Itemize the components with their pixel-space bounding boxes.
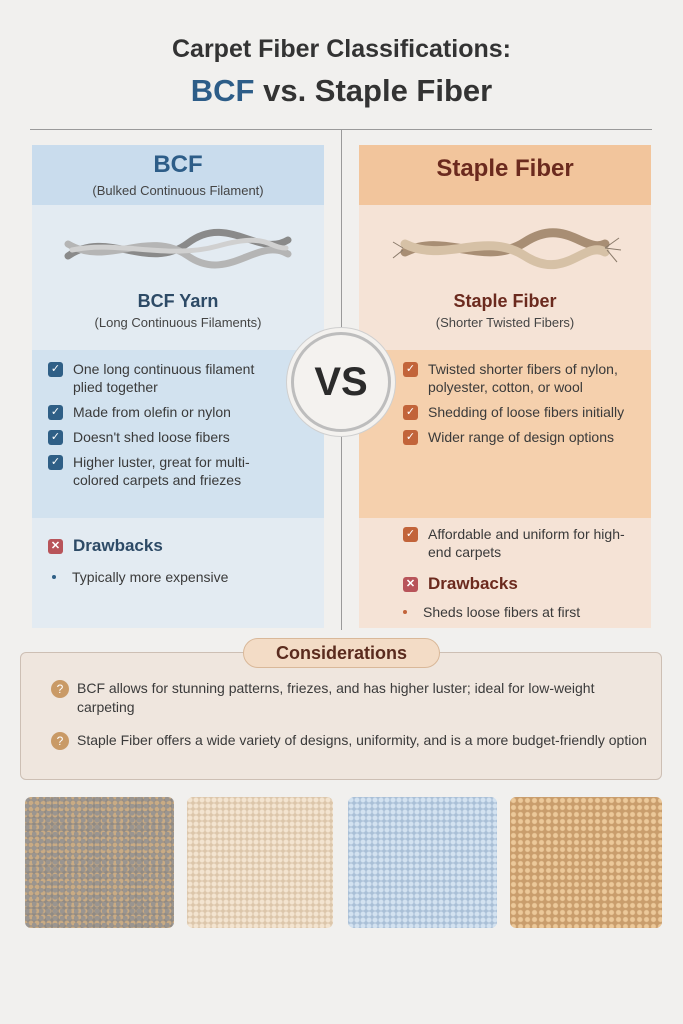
item-text: BCF allows for stunning patterns, frieze… (77, 680, 595, 715)
drawbacks-label: Drawbacks (73, 536, 163, 555)
checkbox-icon: ✓ (48, 455, 63, 470)
bcf-yarn-image (32, 205, 324, 290)
divider (30, 129, 652, 130)
bcf-header: BCF (Bulked Continuous Filament) (32, 145, 324, 205)
cream-swatch (187, 797, 333, 928)
title-line2: BCF vs. Staple Fiber (0, 72, 683, 110)
title-bcf: BCF (190, 73, 255, 108)
bullet-icon (403, 610, 407, 614)
item-text: One long continuous filament plied toget… (73, 361, 255, 395)
list-item: ✓ Shedding of loose fibers initially (403, 403, 641, 421)
title-line1: Carpet Fiber Classifications: (172, 35, 511, 63)
bcf-panel: BCF (Bulked Continuous Filament) BCF Yar… (32, 145, 324, 628)
item-text: Higher luster, great for multi-colored c… (73, 454, 250, 488)
question-icon: ? (51, 732, 69, 750)
staple-yarn-subtitle: (Shorter Twisted Fibers) (435, 315, 575, 330)
item-text: Wider range of design options (428, 429, 614, 445)
checkbox-icon: ✓ (403, 430, 418, 445)
staple-drawback-item: Sheds loose fibers at first (403, 603, 580, 621)
drawbacks-label: Drawbacks (428, 574, 518, 593)
x-icon: ✕ (403, 576, 418, 592)
list-item: ✓ Higher luster, great for multi-colored … (48, 453, 282, 489)
title-rest: vs. Staple Fiber (254, 73, 493, 108)
staple-panel: Staple Fiber Staple Fiber (Shorter Twist… (359, 145, 651, 628)
item-text: Doesn't shed loose fibers (73, 429, 230, 445)
list-item: ✓ Made from olefin or nylon (48, 403, 282, 421)
list-item: ✓ One long continuous filament plied toge… (48, 360, 282, 396)
list-item: ✓ Twisted shorter fibers of nylon, polyes… (403, 360, 641, 396)
staple-drawbacks-heading: ✕ Drawbacks (403, 573, 518, 595)
item-text: Twisted shorter fibers of nylon, polyest… (428, 361, 618, 395)
checkbox-icon: ✓ (403, 362, 418, 377)
staple-yarn-name: Staple Fiber (453, 291, 557, 311)
bcf-drawback-item: Typically more expensive (52, 568, 228, 586)
checkbox-icon: ✓ (48, 362, 63, 377)
item-text: Typically more expensive (72, 569, 229, 585)
staple-title: Staple Fiber (436, 155, 574, 182)
checkbox-icon: ✓ (403, 527, 418, 542)
bcf-subtitle: (Bulked Continuous Filament) (92, 183, 264, 198)
list-item: ✓ Affordable and uniform for high-end car… (403, 525, 643, 561)
checkbox-icon: ✓ (48, 430, 63, 445)
considerations-box: ? BCF allows for stunning patterns, friez… (20, 652, 662, 780)
item-text: Sheds loose fibers at first (423, 604, 581, 620)
x-icon: ✕ (48, 538, 63, 554)
item-text: Made from olefin or nylon (73, 404, 231, 420)
bcf-benefits-list: ✓ One long continuous filament plied toge… (32, 350, 324, 518)
question-icon: ? (51, 680, 69, 698)
bcf-yarn-subtitle: (Long Continuous Filaments) (94, 315, 262, 330)
bcf-drawbacks-heading: ✕ Drawbacks (48, 535, 163, 557)
blue-swatch (348, 797, 497, 928)
consideration-item: ? Staple Fiber offers a wide variety of d… (51, 731, 651, 750)
item-text: Affordable and uniform for high-end carp… (428, 526, 625, 560)
staple-header: Staple Fiber (359, 145, 651, 205)
considerations-label: Considerations (243, 638, 440, 668)
staple-yarn-image (359, 205, 651, 290)
tan-swatch (510, 797, 662, 928)
list-item: ✓ Wider range of design options (403, 428, 641, 446)
consideration-item: ? BCF allows for stunning patterns, friez… (51, 679, 651, 717)
item-text: Shedding of loose fibers initially (428, 404, 625, 420)
bullet-icon (52, 575, 56, 579)
bcf-title: BCF (153, 151, 203, 178)
item-text: Staple Fiber offers a wide variety of de… (77, 732, 647, 748)
bcf-multicolor-swatch (25, 797, 174, 928)
vs-badge: VS (291, 332, 391, 432)
checkbox-icon: ✓ (403, 405, 418, 420)
bcf-yarn-name: BCF Yarn (137, 291, 219, 311)
list-item: ✓ Doesn't shed loose fibers (48, 428, 282, 446)
staple-benefits-list: ✓ Twisted shorter fibers of nylon, polyes… (359, 350, 651, 518)
checkbox-icon: ✓ (48, 405, 63, 420)
